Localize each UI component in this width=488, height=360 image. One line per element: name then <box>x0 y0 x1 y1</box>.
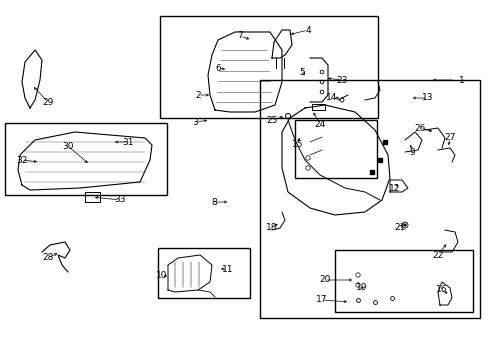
Text: 11: 11 <box>222 266 233 275</box>
Circle shape <box>403 224 406 226</box>
Text: 1: 1 <box>458 76 464 85</box>
Text: 30: 30 <box>62 141 74 150</box>
Text: 28: 28 <box>42 253 54 262</box>
Text: 22: 22 <box>431 251 443 260</box>
Text: 12: 12 <box>388 184 400 193</box>
Text: 23: 23 <box>336 76 347 85</box>
Text: 26: 26 <box>413 123 425 132</box>
Text: 14: 14 <box>325 94 337 103</box>
Text: 4: 4 <box>305 26 310 35</box>
Text: 10: 10 <box>156 271 167 280</box>
Text: 33: 33 <box>114 195 125 204</box>
Text: 3: 3 <box>192 117 198 126</box>
Text: 13: 13 <box>421 94 433 103</box>
Bar <box>260 80 479 318</box>
Bar <box>158 248 249 298</box>
Text: 2: 2 <box>195 90 201 99</box>
Text: 17: 17 <box>316 296 327 305</box>
Text: 20: 20 <box>319 275 330 284</box>
Text: 18: 18 <box>265 224 277 233</box>
Text: 31: 31 <box>122 138 134 147</box>
Bar <box>294 120 376 178</box>
Text: 5: 5 <box>299 68 304 77</box>
Text: 27: 27 <box>444 134 455 143</box>
Text: 6: 6 <box>215 63 221 72</box>
Text: 9: 9 <box>408 148 414 157</box>
Bar <box>160 16 377 118</box>
Bar <box>5 123 167 195</box>
Text: 8: 8 <box>211 198 217 207</box>
Text: 24: 24 <box>314 120 325 129</box>
Text: 25: 25 <box>266 116 277 125</box>
Text: 19: 19 <box>356 284 367 292</box>
Text: 21: 21 <box>393 224 405 233</box>
Text: 15: 15 <box>292 140 303 149</box>
Text: 32: 32 <box>16 156 28 165</box>
Text: 16: 16 <box>435 285 447 294</box>
Bar <box>334 250 472 312</box>
Text: 29: 29 <box>42 98 54 107</box>
Text: 7: 7 <box>237 31 243 40</box>
